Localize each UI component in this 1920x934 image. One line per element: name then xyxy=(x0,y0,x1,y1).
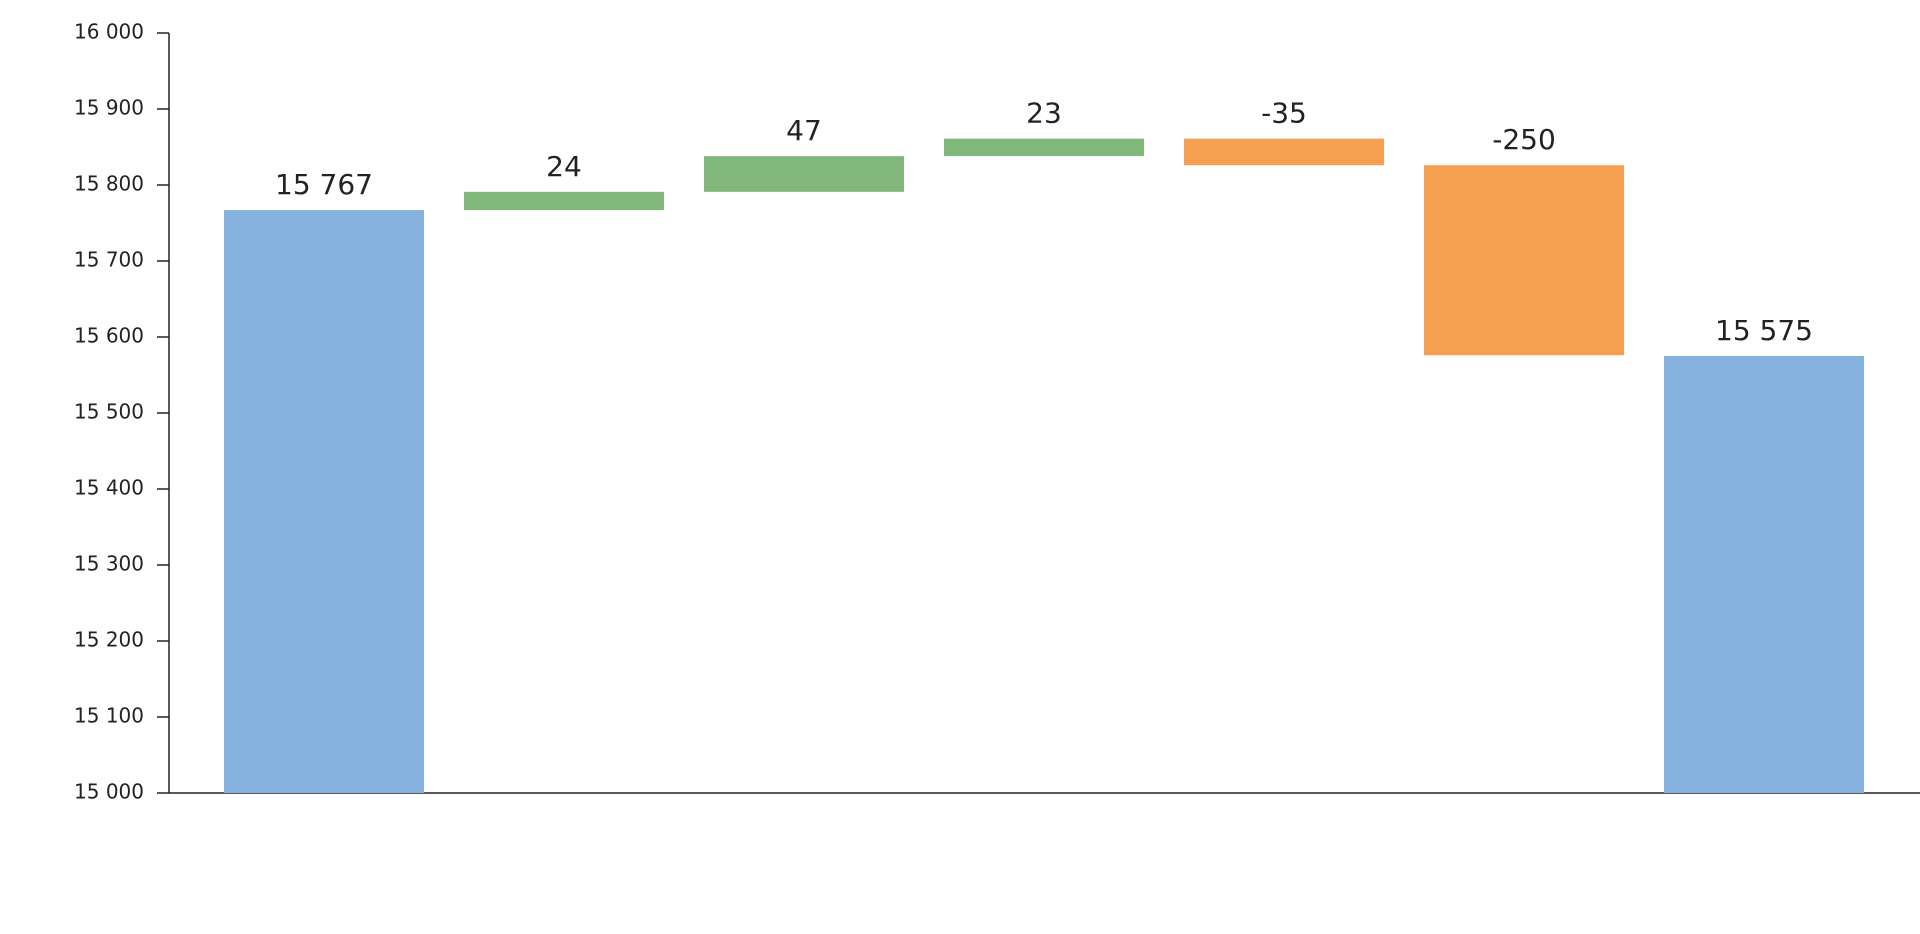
y-tick-label: 15 800 xyxy=(74,172,144,196)
value-label: 23 xyxy=(1026,97,1062,130)
bar xyxy=(1184,138,1384,166)
y-tick-label: 15 600 xyxy=(74,324,144,348)
y-tick-label: 15 900 xyxy=(74,96,144,120)
bar xyxy=(1664,356,1864,793)
bar xyxy=(944,138,1144,157)
y-tick-label: 15 500 xyxy=(74,400,144,424)
value-label: 24 xyxy=(546,150,582,183)
bar xyxy=(224,210,424,793)
value-label: 15 767 xyxy=(275,168,373,201)
y-tick-label: 16 000 xyxy=(74,20,144,44)
y-tick-label: 15 300 xyxy=(74,552,144,576)
y-tick-label: 15 400 xyxy=(74,476,144,500)
y-tick-label: 15 200 xyxy=(74,628,144,652)
y-tick-label: 15 700 xyxy=(74,248,144,272)
bar xyxy=(464,191,664,211)
y-tick-label: 15 100 xyxy=(74,704,144,728)
y-tick-label: 15 000 xyxy=(74,780,144,804)
bar xyxy=(704,156,904,192)
bar xyxy=(1424,165,1624,356)
value-label: -35 xyxy=(1261,97,1307,130)
value-label: -250 xyxy=(1492,123,1556,156)
value-label: 47 xyxy=(786,114,822,147)
value-label: 15 575 xyxy=(1715,314,1813,347)
